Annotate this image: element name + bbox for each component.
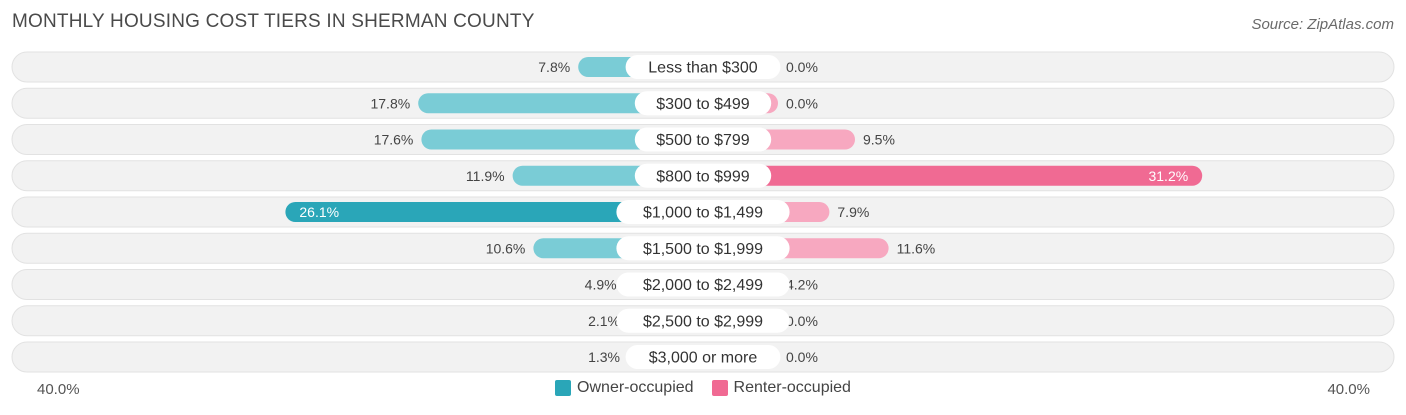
diverging-bar-chart: 7.8% 0.0% Less than $300 17.8% 0.0% $300 to $… xyxy=(11,51,1395,373)
category-pill xyxy=(625,55,781,79)
owner-value-label: 1.3% xyxy=(588,349,620,365)
category-label: $500 to $799 xyxy=(656,132,750,149)
renter-value-label: 0.0% xyxy=(786,313,818,329)
category-label: $300 to $499 xyxy=(656,96,750,113)
legend-label-owner: Owner-occupied xyxy=(577,379,694,396)
legend-item-renter[interactable]: Renter-occupied xyxy=(711,379,851,397)
renter-value-label: 0.0% xyxy=(786,349,818,365)
category-pill xyxy=(616,272,790,297)
category-label: $1,500 to $1,999 xyxy=(643,241,763,258)
category-pill xyxy=(616,200,790,224)
category-label: $3,000 or more xyxy=(649,350,758,367)
axis-left-label: 40.0% xyxy=(37,381,80,398)
source-label: Source: ZipAtlas.com xyxy=(1251,16,1394,33)
axis-right-label: 40.0% xyxy=(1327,381,1370,398)
renter-value-label: 0.0% xyxy=(786,59,818,75)
legend-item-owner[interactable]: Owner-occupied xyxy=(555,379,694,397)
category-pill xyxy=(616,308,790,333)
owner-value-label: 26.1% xyxy=(299,204,339,220)
renter-value-label: 4.2% xyxy=(786,277,818,293)
legend-label-renter: Renter-occupied xyxy=(733,379,851,396)
category-pill xyxy=(634,91,772,116)
category-label: Less than $300 xyxy=(648,60,758,77)
owner-value-label: 10.6% xyxy=(486,240,526,256)
owner-value-label: 4.9% xyxy=(585,277,617,293)
category-label: $2,500 to $2,999 xyxy=(643,313,763,330)
category-pill xyxy=(634,127,772,152)
category-label: $1,000 to $1,499 xyxy=(643,205,763,222)
renter-value-label: 31.2% xyxy=(1148,168,1188,184)
renter-value-label: 9.5% xyxy=(863,132,895,148)
renter-value-label: 7.9% xyxy=(837,204,869,220)
category-pill xyxy=(634,163,772,188)
owner-value-label: 17.8% xyxy=(370,95,410,111)
legend: Owner-occupied Renter-occupied xyxy=(0,379,1406,397)
category-label: $800 to $999 xyxy=(656,168,750,185)
owner-value-label: 11.9% xyxy=(466,168,505,184)
renter-bar xyxy=(703,165,1203,186)
owner-value-label: 7.8% xyxy=(538,59,570,75)
owner-bar xyxy=(285,202,703,222)
renter-value-label: 0.0% xyxy=(786,95,818,111)
category-pill xyxy=(625,345,781,369)
category-pill xyxy=(616,236,790,261)
renter-value-label: 11.6% xyxy=(897,240,936,256)
owner-value-label: 2.1% xyxy=(588,313,620,329)
owner-value-label: 17.6% xyxy=(374,132,414,148)
owner-bar xyxy=(421,129,703,150)
renter-swatch-icon xyxy=(711,380,728,396)
chart-title: MONTHLY HOUSING COST TIERS IN SHERMAN CO… xyxy=(12,11,535,32)
category-label: $2,000 to $2,499 xyxy=(643,277,763,294)
owner-bar xyxy=(418,93,703,114)
owner-swatch-icon xyxy=(555,380,572,396)
